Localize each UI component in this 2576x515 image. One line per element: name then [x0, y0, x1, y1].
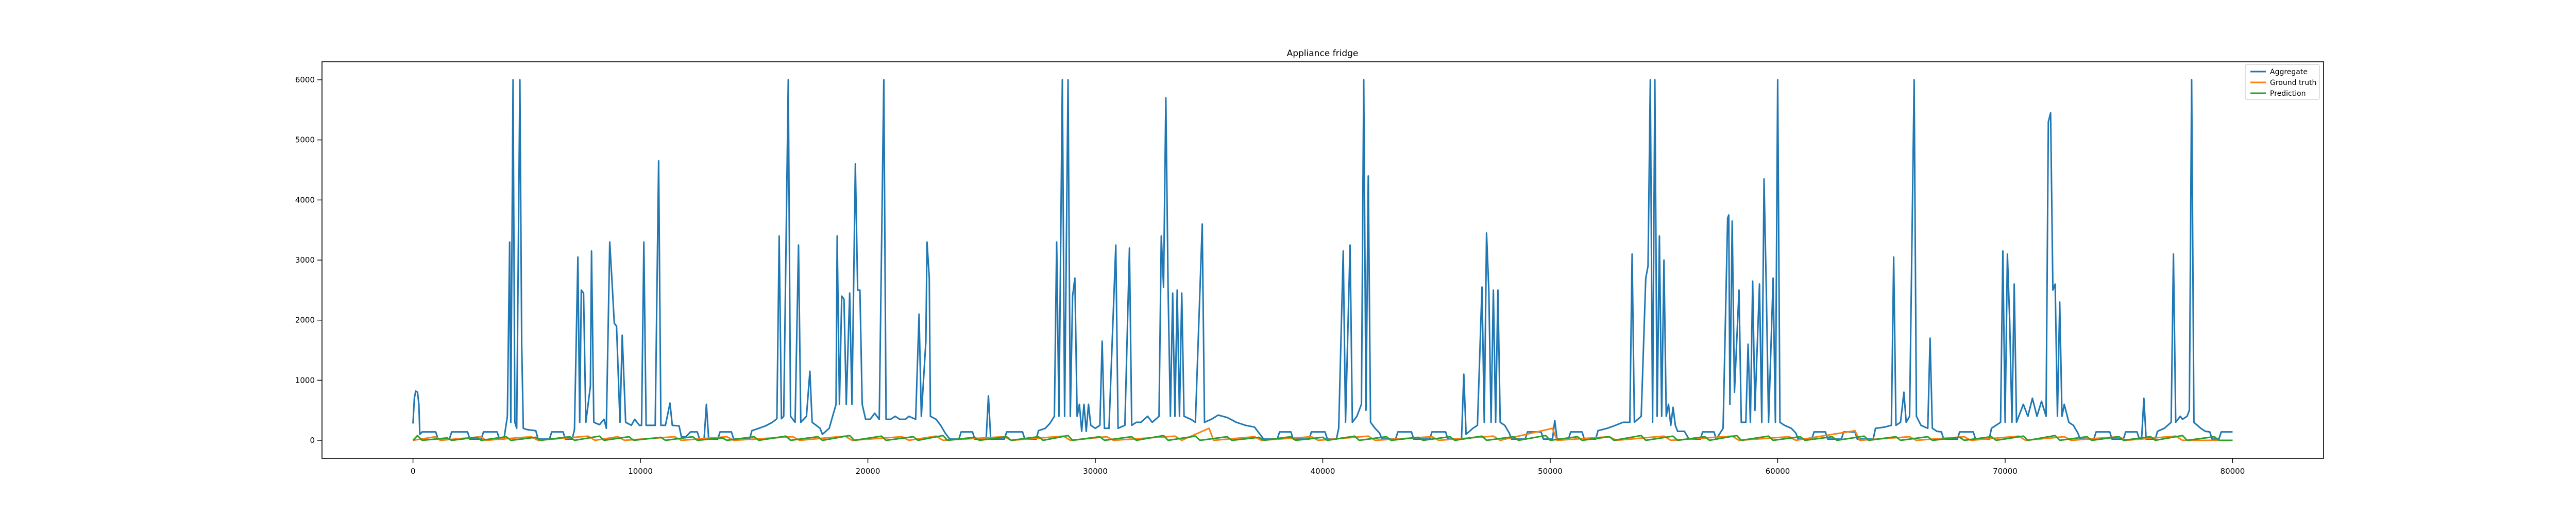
y-tick-label: 1000 [295, 375, 315, 385]
series-line-ground-truth [413, 427, 2233, 441]
y-axis: 0 1000 2000 3000 4000 5000 6000 [295, 75, 322, 445]
x-tick-label: 0 [411, 467, 416, 476]
x-tick-label: 40000 [1311, 467, 1335, 476]
legend-label: Ground truth [2270, 79, 2316, 87]
x-tick-label: 70000 [1993, 467, 2018, 476]
y-tick-label: 5000 [295, 135, 315, 145]
series-line-aggregate [412, 79, 2233, 440]
series-layer [412, 79, 2233, 441]
x-tick-label: 50000 [1538, 467, 1563, 476]
legend-label: Aggregate [2270, 68, 2308, 76]
x-tick-label: 60000 [1766, 467, 1790, 476]
series-line-prediction [412, 435, 2233, 441]
x-tick-label: 30000 [1083, 467, 1108, 476]
chart-title: Appliance fridge [1287, 48, 1359, 59]
x-tick-label: 10000 [628, 467, 653, 476]
y-tick-label: 0 [310, 436, 315, 445]
legend: Aggregate Ground truth Prediction [2245, 64, 2320, 100]
y-tick-label: 4000 [295, 195, 315, 204]
y-tick-label: 6000 [295, 75, 315, 84]
legend-box [2245, 64, 2320, 100]
y-tick-label: 2000 [295, 316, 315, 325]
y-tick-label: 3000 [295, 255, 315, 265]
x-tick-label: 80000 [2221, 467, 2245, 476]
x-axis: 0 10000 20000 30000 40000 50000 60000 70000 8000… [411, 458, 2245, 476]
x-tick-label: 20000 [856, 467, 880, 476]
legend-label: Prediction [2270, 90, 2306, 98]
